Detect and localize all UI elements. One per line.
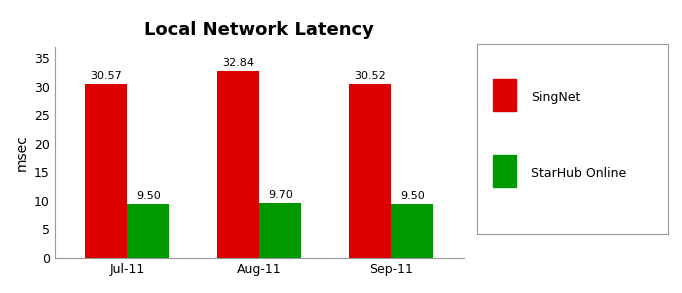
Bar [127,204,169,258]
Text: 9.70: 9.70 [268,190,293,200]
Bar [492,155,516,187]
Bar [349,84,391,258]
Text: SingNet: SingNet [531,91,580,104]
Text: 9.50: 9.50 [136,191,161,201]
Bar [85,84,127,258]
Bar [492,79,516,110]
Text: 30.57: 30.57 [90,71,122,81]
Text: 32.84: 32.84 [222,58,254,68]
Text: StarHub Online: StarHub Online [531,167,626,180]
Bar [391,204,433,258]
Text: Local Network Latency: Local Network Latency [144,21,374,38]
Bar [217,71,259,258]
Bar [259,202,301,258]
Text: 9.50: 9.50 [400,191,425,201]
Y-axis label: msec: msec [14,134,28,171]
Text: 30.52: 30.52 [354,71,386,81]
